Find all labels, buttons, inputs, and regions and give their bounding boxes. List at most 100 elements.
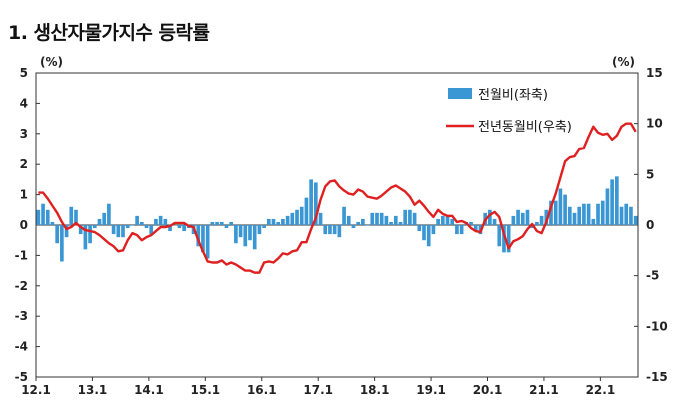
x-tick-label: 13.1 [78, 383, 108, 397]
bar-point [111, 225, 116, 235]
bar-point [403, 209, 408, 225]
bar-point [431, 225, 436, 235]
bar-point [469, 221, 473, 225]
x-tick-label: 21.1 [529, 383, 559, 397]
bar-point [389, 221, 393, 225]
right-axis-unit: (%) [612, 55, 635, 69]
bar-point [224, 225, 229, 229]
left-tick-label: -5 [15, 370, 28, 384]
bar-point [238, 225, 243, 238]
left-tick-label: 0 [20, 218, 28, 232]
x-tick-label: 16.1 [247, 383, 277, 397]
bar-point [299, 206, 304, 225]
right-tick-label: 5 [646, 167, 654, 181]
bar-point [295, 209, 299, 225]
bar-point [408, 209, 412, 225]
bar-point [60, 225, 64, 262]
right-tick-label: 0 [646, 218, 654, 232]
bar-point [361, 218, 365, 225]
bar-point [342, 206, 346, 225]
bar-point [591, 218, 596, 225]
bar-point [502, 225, 506, 253]
bar-point [370, 212, 375, 225]
x-axis: 12.1 13.1 14.1 15.1 16.1 17.1 18.1 19.1 20.1 21.1… [21, 377, 615, 397]
bar-point [163, 218, 168, 225]
bar-point [304, 197, 309, 225]
bar-point [379, 212, 384, 225]
bar-point [50, 221, 55, 225]
bar-point [201, 225, 205, 253]
bar-point [168, 225, 172, 232]
bar-point [337, 225, 342, 238]
bar-point [384, 215, 389, 225]
line-series-yoy [38, 122, 637, 274]
left-tick-label: -3 [15, 309, 28, 323]
bar-point [97, 218, 102, 225]
bar-point [450, 218, 455, 225]
bar-point [92, 225, 97, 229]
x-tick-label: 17.1 [303, 383, 333, 397]
bar-point [586, 203, 591, 225]
bar-point [553, 200, 558, 225]
bar-point [196, 225, 201, 247]
x-tick-label: 22.1 [586, 383, 616, 397]
bar-point [473, 225, 478, 232]
right-axis: 15 10 5 0 -5 -10 -15 [634, 66, 668, 384]
bar-point [116, 225, 121, 238]
bar-point [558, 188, 563, 225]
bar-point [177, 225, 182, 229]
bar-point [36, 209, 41, 225]
bar-point [210, 221, 215, 225]
bar-point [535, 221, 539, 225]
bar-point [328, 225, 332, 235]
left-tick-label: 5 [20, 66, 28, 80]
bar-point [365, 225, 370, 226]
bar-point [516, 209, 520, 225]
bar-point [567, 206, 572, 225]
bar-point [219, 221, 224, 225]
right-tick-label: 10 [646, 117, 663, 131]
bar-point [412, 212, 417, 225]
bar-point [633, 215, 638, 225]
left-tick-label: 2 [20, 157, 28, 171]
legend: 전월비(좌축) 전년동월비(우축) [446, 88, 572, 135]
legend-bar-label: 전월비(좌축) [478, 88, 548, 103]
left-tick-label: 4 [20, 96, 28, 110]
bar-point [64, 225, 69, 238]
bar-point [356, 221, 360, 225]
bar-point [243, 225, 248, 247]
x-tick-label: 20.1 [473, 383, 503, 397]
bar-point [375, 212, 379, 225]
bar-point [549, 200, 553, 225]
bar-point [398, 221, 403, 225]
bar-point [285, 215, 290, 225]
bar-point [144, 225, 149, 229]
bar-point [158, 215, 163, 225]
bar-point [234, 225, 238, 244]
bar-point [55, 225, 59, 244]
bar-point [74, 209, 78, 225]
bar-point [121, 225, 125, 238]
bar-point [107, 203, 111, 225]
bar-point [600, 200, 605, 225]
bar-point [215, 221, 219, 225]
bar-point [229, 221, 234, 225]
bar-point [520, 212, 525, 225]
bar-point [252, 225, 257, 250]
x-tick-label: 19.1 [416, 383, 446, 397]
bar-point [281, 218, 285, 225]
bar-point [332, 225, 337, 235]
bar-point [135, 215, 139, 225]
right-tick-label: -15 [646, 370, 668, 384]
bar-point [596, 203, 600, 225]
left-axis-unit: (%) [40, 55, 63, 69]
bar-point [544, 209, 549, 225]
bar-point [139, 221, 144, 225]
bar-point [45, 209, 50, 225]
bar-point [309, 179, 313, 225]
bar-point [440, 215, 445, 225]
bar-point [266, 218, 271, 225]
bar-point [257, 225, 262, 235]
bar-point [492, 218, 497, 225]
left-axis: 5 4 3 2 1 0 -1 -2 -3 -4 -5 [15, 66, 40, 384]
